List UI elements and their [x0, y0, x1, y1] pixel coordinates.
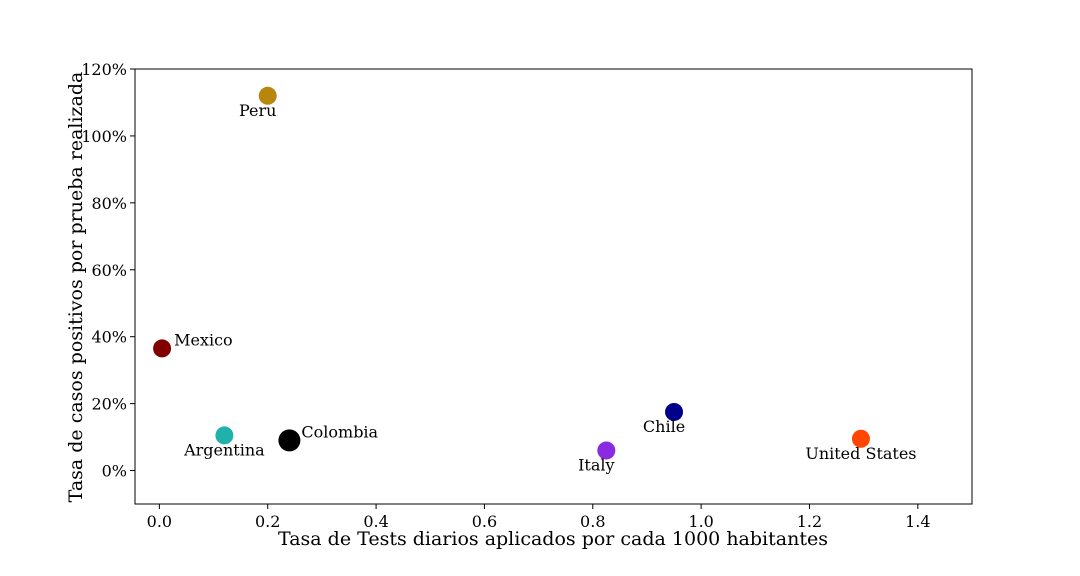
point-label: Peru	[239, 101, 276, 120]
data-point-mexico	[153, 339, 172, 358]
plot-frame	[134, 68, 973, 505]
x-tick-label: 1.4	[905, 512, 930, 531]
x-axis-label: Tasa de Tests diarios aplicados por cada…	[278, 528, 828, 550]
y-tick-label: 120%	[81, 60, 127, 79]
point-label: United States	[805, 444, 916, 463]
x-tick-label: 0.2	[255, 512, 280, 531]
y-tick-label: 20%	[91, 395, 127, 414]
x-tick-label: 1.0	[688, 512, 713, 531]
x-tick-label: 0.0	[147, 512, 172, 531]
data-point-argentina	[215, 426, 234, 445]
point-label: Mexico	[174, 330, 233, 349]
y-tick-label: 40%	[91, 328, 127, 347]
x-tick-label: 0.8	[580, 512, 605, 531]
data-point-united-states	[851, 429, 870, 448]
data-point-chile	[665, 402, 684, 421]
point-label: Italy	[578, 455, 614, 474]
point-label: Colombia	[301, 422, 378, 441]
data-points: Peru Mexico Argentina Colombia Italy Chile Uni…	[153, 86, 917, 474]
y-tick-label: 80%	[91, 194, 127, 213]
point-label: Chile	[643, 417, 685, 436]
data-point-colombia	[278, 429, 301, 452]
x-tick-label: 0.4	[363, 512, 388, 531]
data-point-italy	[597, 441, 616, 460]
y-axis-label: Tasa de casos positivos por prueba reali…	[65, 72, 87, 503]
data-point-peru	[258, 86, 277, 105]
x-tick-label: 1.2	[797, 512, 822, 531]
y-tick-label: 60%	[91, 261, 127, 280]
y-tick-label: 100%	[81, 127, 127, 146]
y-tick-label: 0%	[102, 462, 127, 481]
axis-ticks: 0.0 0.2 0.4 0.6 0.8 1.0 1.2 1.4 0% 20% 40% 60% 80% 10…	[81, 60, 930, 531]
point-label: Argentina	[183, 440, 265, 459]
x-tick-label: 0.6	[472, 512, 497, 531]
